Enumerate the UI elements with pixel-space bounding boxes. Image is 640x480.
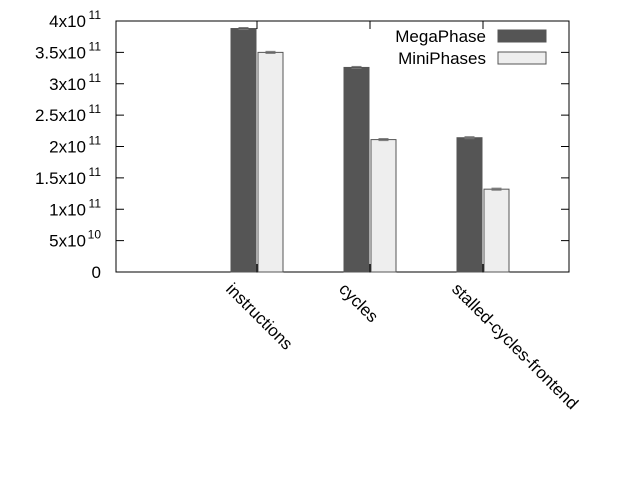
bar-miniphases-cycles (370, 139, 397, 273)
legend-swatch (497, 51, 547, 65)
y-tick-mantissa: 3.5x10 (35, 43, 86, 62)
bar-megaphase-stalled-cycles-frontend (456, 137, 483, 273)
y-tick-exponent: 11 (89, 165, 102, 179)
y-tick-exponent: 11 (89, 196, 102, 210)
y-tick-exponent: 11 (89, 8, 102, 22)
bar-miniphases-stalled-cycles-frontend (483, 188, 510, 273)
y-tick-mantissa: 2x10 (49, 138, 86, 157)
y-tick-label: 111.5x10 (35, 165, 101, 188)
legend: MegaPhase MiniPhases (395, 27, 547, 68)
legend-swatch (497, 29, 547, 43)
x-tick-label: cycles (335, 279, 382, 326)
plot-area (115, 20, 570, 273)
legend-label: MiniPhases (398, 49, 486, 68)
y-tick-mantissa: 5x10 (49, 232, 86, 251)
x-tick-label: stalled-cycles-frontend (448, 279, 582, 413)
y-tick-exponent: 11 (89, 102, 102, 116)
y-tick-label: 0 (92, 263, 101, 282)
bar-megaphase-instructions (230, 28, 257, 273)
x-tick-label: instructions (222, 279, 296, 353)
y-axis: 0105x10111x10111.5x10112x10112.5x10113x1… (35, 8, 569, 282)
legend-label: MegaPhase (395, 27, 486, 46)
y-tick-exponent: 11 (89, 39, 102, 53)
y-tick-mantissa: 4x10 (49, 12, 86, 31)
bar-megaphase-cycles (343, 66, 370, 273)
y-tick-exponent: 11 (89, 134, 102, 148)
y-tick-mantissa: 1.5x10 (35, 169, 86, 188)
y-tick-mantissa: 0 (92, 263, 101, 282)
y-tick-label: 112.5x10 (35, 102, 101, 125)
y-tick-mantissa: 1x10 (49, 200, 86, 219)
y-tick-exponent: 11 (89, 71, 102, 85)
y-tick-mantissa: 2.5x10 (35, 106, 86, 125)
bar-miniphases-instructions (257, 51, 284, 273)
y-tick-label: 113.5x10 (35, 39, 101, 62)
y-tick-mantissa: 3x10 (49, 75, 86, 94)
y-tick-exponent: 10 (88, 228, 102, 242)
